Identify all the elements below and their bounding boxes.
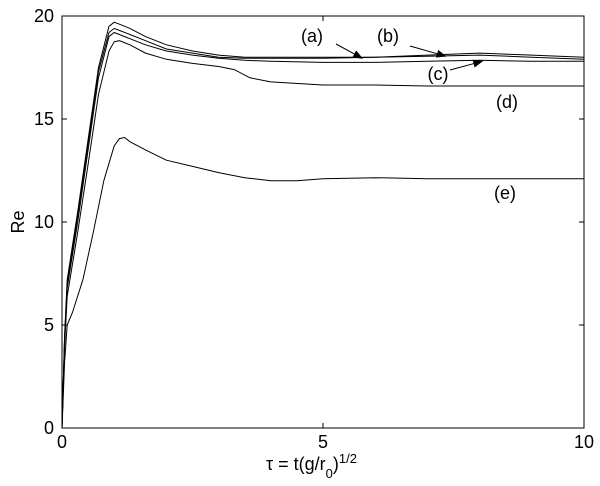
y-axis-label: Re bbox=[8, 210, 28, 233]
annotation-label-a: (a) bbox=[301, 26, 323, 46]
series-layer bbox=[61, 21, 585, 429]
y-tick-label: 5 bbox=[44, 315, 54, 335]
x-tick-label: 10 bbox=[574, 432, 594, 452]
annotation-layer: (a) (b) (c) (d) (e) bbox=[301, 26, 518, 203]
tick-layer: 0 5 10 0 5 10 15 20 bbox=[34, 6, 594, 452]
series-line-c bbox=[61, 31, 584, 429]
x-axis-label: τ = t(g/r0)1/2 bbox=[266, 451, 357, 481]
y-tick-label: 0 bbox=[44, 418, 54, 438]
x-tick-label: 0 bbox=[57, 432, 67, 452]
annotation-arrow-a bbox=[335, 43, 364, 59]
series-line-b bbox=[61, 27, 585, 429]
annotation-label-d: (d) bbox=[496, 92, 518, 112]
annotation-label-e: (e) bbox=[494, 183, 516, 203]
annotation-label-c: (c) bbox=[428, 64, 449, 84]
annotation-arrow-b bbox=[409, 45, 447, 58]
plot-area-frame bbox=[61, 15, 585, 429]
x-tick-label: 5 bbox=[318, 432, 328, 452]
annotation-label-b: (b) bbox=[377, 26, 399, 46]
series-line-e bbox=[61, 136, 584, 429]
y-tick-label: 20 bbox=[34, 6, 54, 26]
y-tick-label: 10 bbox=[34, 212, 54, 232]
y-tick-label: 15 bbox=[34, 109, 54, 129]
annotation-arrow-c bbox=[449, 59, 484, 71]
series-line-a bbox=[61, 21, 585, 429]
series-line-d bbox=[61, 40, 584, 429]
